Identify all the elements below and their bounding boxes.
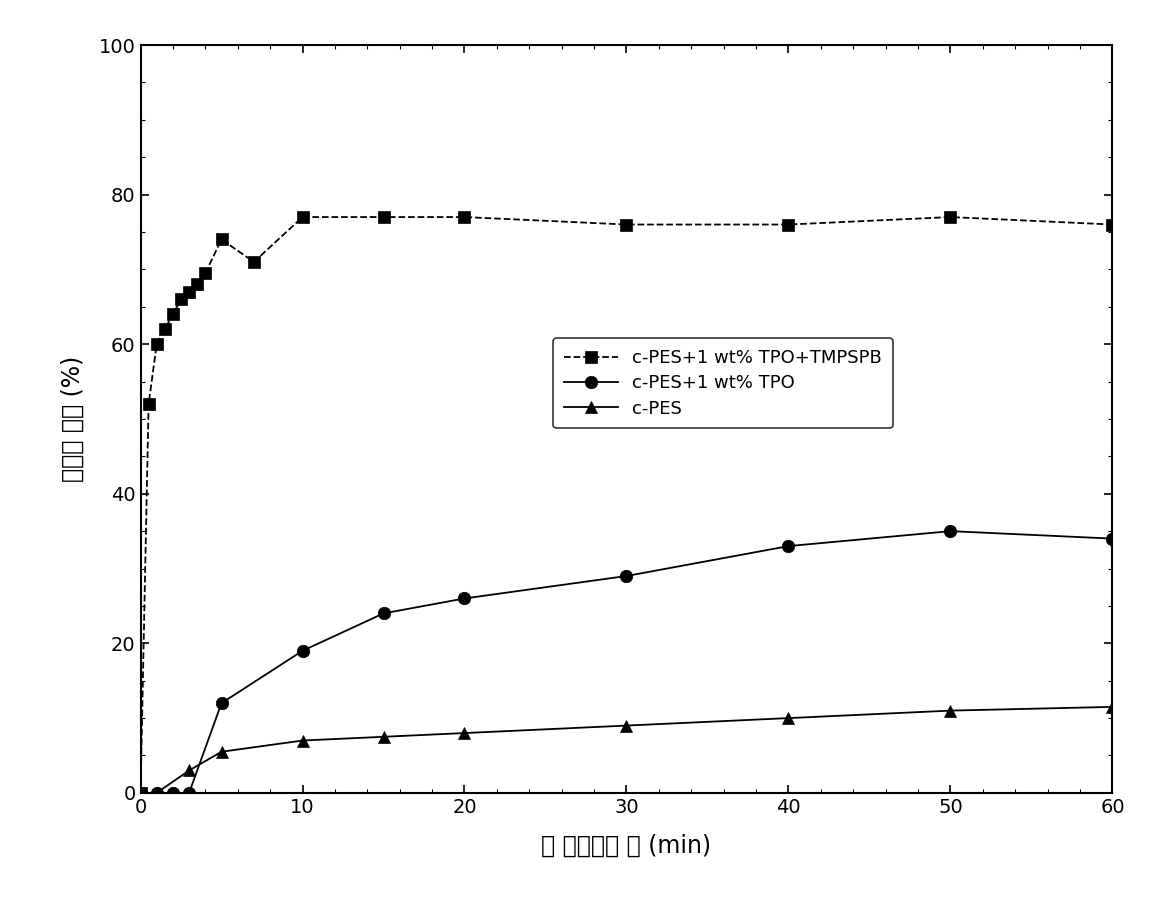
c-PES+1 wt% TPO+TMPSPB — [142, 398, 156, 409]
c-PES+1 wt% TPO+TMPSPB — [376, 212, 390, 223]
c-PES — [458, 728, 472, 739]
c-PES+1 wt% TPO — [781, 541, 795, 551]
c-PES+1 wt% TPO — [458, 593, 472, 604]
c-PES+1 wt% TPO+TMPSPB — [182, 287, 196, 297]
c-PES — [1105, 702, 1119, 713]
c-PES+1 wt% TPO+TMPSPB — [214, 234, 228, 245]
c-PES+1 wt% TPO — [619, 570, 634, 581]
c-PES+1 wt% TPO — [944, 526, 958, 537]
c-PES+1 wt% TPO+TMPSPB — [174, 294, 189, 305]
c-PES+1 wt% TPO+TMPSPB — [295, 212, 309, 223]
c-PES+1 wt% TPO+TMPSPB — [781, 219, 795, 230]
c-PES+1 wt% TPO+TMPSPB — [198, 268, 212, 278]
Line: c-PES+1 wt% TPO+TMPSPB: c-PES+1 wt% TPO+TMPSPB — [135, 211, 1118, 799]
c-PES+1 wt% TPO+TMPSPB — [190, 279, 204, 290]
c-PES — [376, 732, 390, 742]
Legend: c-PES+1 wt% TPO+TMPSPB, c-PES+1 wt% TPO, c-PES: c-PES+1 wt% TPO+TMPSPB, c-PES+1 wt% TPO,… — [553, 338, 893, 428]
c-PES+1 wt% TPO — [214, 697, 228, 708]
c-PES+1 wt% TPO+TMPSPB — [944, 212, 958, 223]
c-PES+1 wt% TPO — [150, 787, 164, 798]
Line: c-PES: c-PES — [135, 701, 1118, 799]
X-axis label: 紫 外光照时 间 (min): 紫 外光照时 间 (min) — [541, 833, 712, 858]
c-PES+1 wt% TPO+TMPSPB — [166, 309, 180, 320]
c-PES — [150, 787, 164, 798]
c-PES — [214, 746, 228, 757]
c-PES+1 wt% TPO — [166, 787, 180, 798]
c-PES — [781, 713, 795, 724]
c-PES+1 wt% TPO+TMPSPB — [619, 219, 634, 230]
c-PES+1 wt% TPO+TMPSPB — [158, 323, 172, 334]
c-PES — [619, 720, 634, 731]
Y-axis label: 双键反 应率 (%): 双键反 应率 (%) — [61, 356, 84, 482]
c-PES — [182, 765, 196, 776]
c-PES+1 wt% TPO+TMPSPB — [133, 787, 148, 798]
c-PES+1 wt% TPO+TMPSPB — [150, 339, 164, 350]
c-PES+1 wt% TPO — [295, 645, 309, 656]
c-PES+1 wt% TPO — [1105, 533, 1119, 544]
Line: c-PES+1 wt% TPO: c-PES+1 wt% TPO — [135, 525, 1118, 799]
c-PES+1 wt% TPO+TMPSPB — [458, 212, 472, 223]
c-PES+1 wt% TPO — [182, 787, 196, 798]
c-PES — [944, 705, 958, 716]
c-PES — [295, 735, 309, 746]
c-PES+1 wt% TPO — [133, 787, 148, 798]
c-PES+1 wt% TPO+TMPSPB — [247, 257, 261, 268]
c-PES — [133, 787, 148, 798]
c-PES+1 wt% TPO+TMPSPB — [1105, 219, 1119, 230]
c-PES+1 wt% TPO — [376, 608, 390, 619]
